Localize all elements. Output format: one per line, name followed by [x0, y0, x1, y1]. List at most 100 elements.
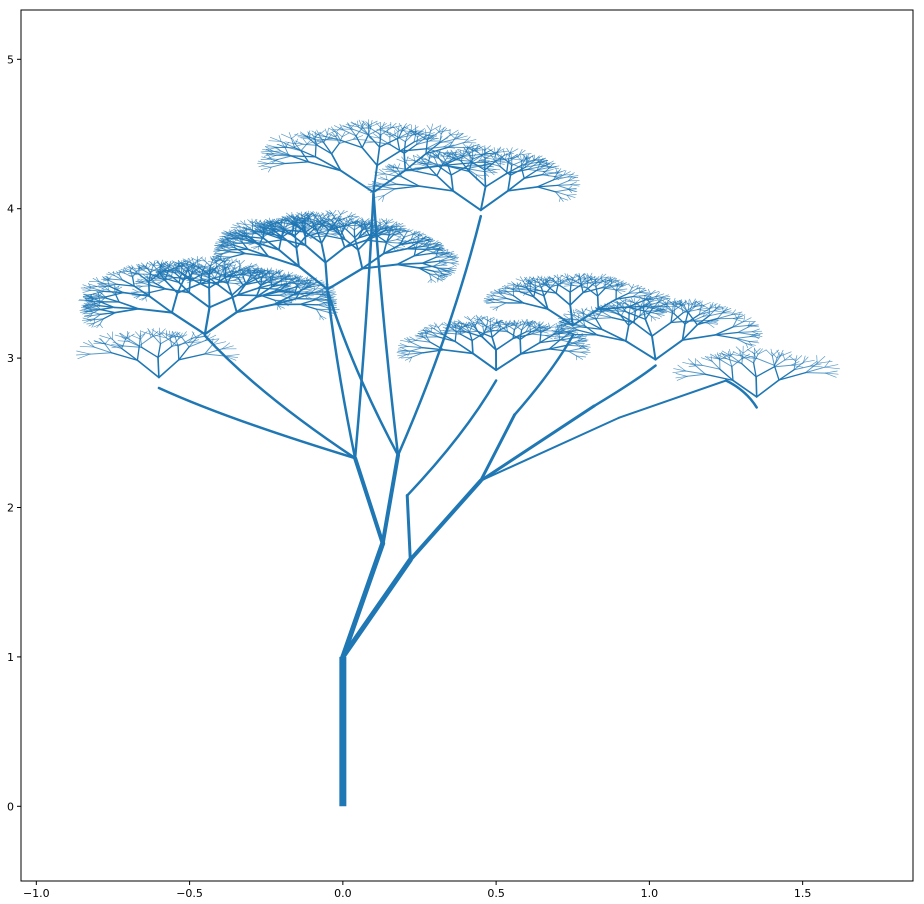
branch-segment	[328, 214, 338, 217]
branch-segment	[385, 174, 388, 181]
branch-segment	[94, 313, 101, 320]
branch-segment	[486, 168, 498, 174]
branch-segment	[628, 287, 633, 294]
branch-segment	[215, 250, 222, 253]
x-tick-label: −0.5	[176, 887, 203, 900]
branch-segment	[387, 132, 398, 141]
branch-segment	[396, 254, 416, 266]
branch-segment	[452, 189, 482, 212]
branch-segment	[226, 275, 235, 278]
branch-segment	[601, 311, 613, 319]
branch-segment	[745, 343, 756, 346]
branch-segment	[110, 352, 139, 361]
branch-segment	[421, 154, 425, 160]
branch-segment	[188, 263, 195, 268]
branch-segment	[326, 128, 329, 135]
branch-segment	[548, 322, 551, 328]
branch-segment	[493, 301, 507, 304]
branch-segment	[739, 352, 743, 360]
branch-segment	[258, 243, 270, 258]
branch-segment	[174, 272, 185, 282]
branch-segment	[257, 219, 262, 225]
branch-segment	[306, 140, 317, 145]
branch-segment	[398, 133, 418, 139]
y-tick-label: 5	[7, 53, 14, 66]
branch-segment	[330, 152, 342, 172]
branch-segment	[753, 353, 756, 364]
branch-right-main	[340, 557, 413, 660]
branch-segment	[453, 154, 463, 159]
branch-segment	[389, 132, 398, 138]
branch-segment	[285, 290, 291, 294]
branch-segment	[114, 285, 120, 290]
limb	[203, 334, 357, 460]
branch-segment	[329, 209, 333, 215]
branch-segment	[693, 305, 705, 307]
branch-segment	[754, 348, 761, 355]
branch-segment	[378, 188, 396, 191]
branch-segment	[577, 329, 598, 336]
branch-segment	[711, 360, 721, 370]
branch-segment	[541, 172, 555, 176]
branch-segment	[495, 322, 504, 324]
branch-segment	[495, 158, 511, 162]
branch-segment	[604, 303, 608, 310]
branch-segment	[696, 318, 719, 326]
branch-segment	[361, 224, 366, 231]
branch-segment	[585, 276, 593, 279]
branch-segment	[308, 132, 316, 138]
branch-segment	[369, 189, 380, 194]
branch-segment	[245, 275, 252, 285]
branch-segment	[347, 225, 355, 231]
branch-segment	[264, 146, 274, 152]
branch-segment	[148, 295, 173, 314]
branch-segment	[147, 264, 151, 270]
branch-segment	[557, 323, 563, 329]
branch-segment	[270, 220, 272, 225]
branch-segment	[615, 280, 624, 286]
branch-segment	[169, 331, 177, 338]
branch-segment	[291, 279, 298, 287]
branch-segment	[650, 299, 661, 303]
branch-segment	[429, 136, 435, 142]
branch-segment	[507, 174, 512, 192]
branch-segment	[397, 353, 408, 357]
branch-segment	[609, 310, 622, 317]
branch-segment	[393, 246, 404, 249]
branch-segment	[304, 295, 312, 299]
branch-segment	[707, 322, 718, 325]
branch-segment	[680, 304, 684, 314]
branch-segment	[357, 248, 364, 270]
branch-segment	[226, 261, 235, 265]
branch-segment	[441, 272, 446, 277]
branch-segment	[475, 314, 479, 321]
branch-segment	[513, 324, 521, 331]
branch-segment	[681, 334, 717, 341]
branch-segment	[556, 323, 559, 329]
branch-segment	[553, 170, 561, 174]
branch-segment	[533, 287, 537, 298]
branch-segment	[232, 273, 242, 278]
branch-segment	[437, 165, 452, 176]
branch-segment	[549, 283, 561, 289]
branch-segment	[304, 211, 306, 218]
branch-segment	[698, 310, 715, 316]
branch-segment	[463, 136, 471, 143]
branch-segment	[487, 296, 496, 301]
branch-segment	[229, 251, 246, 255]
branch-segment	[386, 179, 398, 185]
branch-segment	[397, 225, 404, 230]
branch-segment	[489, 322, 497, 329]
branch-segment	[286, 146, 302, 152]
branch-segment	[715, 306, 727, 310]
crown-center	[211, 209, 460, 291]
branch-segment	[113, 306, 140, 310]
branch-segment	[352, 138, 366, 141]
branch-segment	[399, 141, 415, 152]
branch-segment	[567, 350, 578, 357]
branch-segment	[486, 168, 501, 171]
branch-segment	[98, 295, 101, 303]
branch-segment	[481, 316, 489, 321]
branch-segment	[702, 312, 706, 317]
branch-segment	[447, 159, 457, 163]
